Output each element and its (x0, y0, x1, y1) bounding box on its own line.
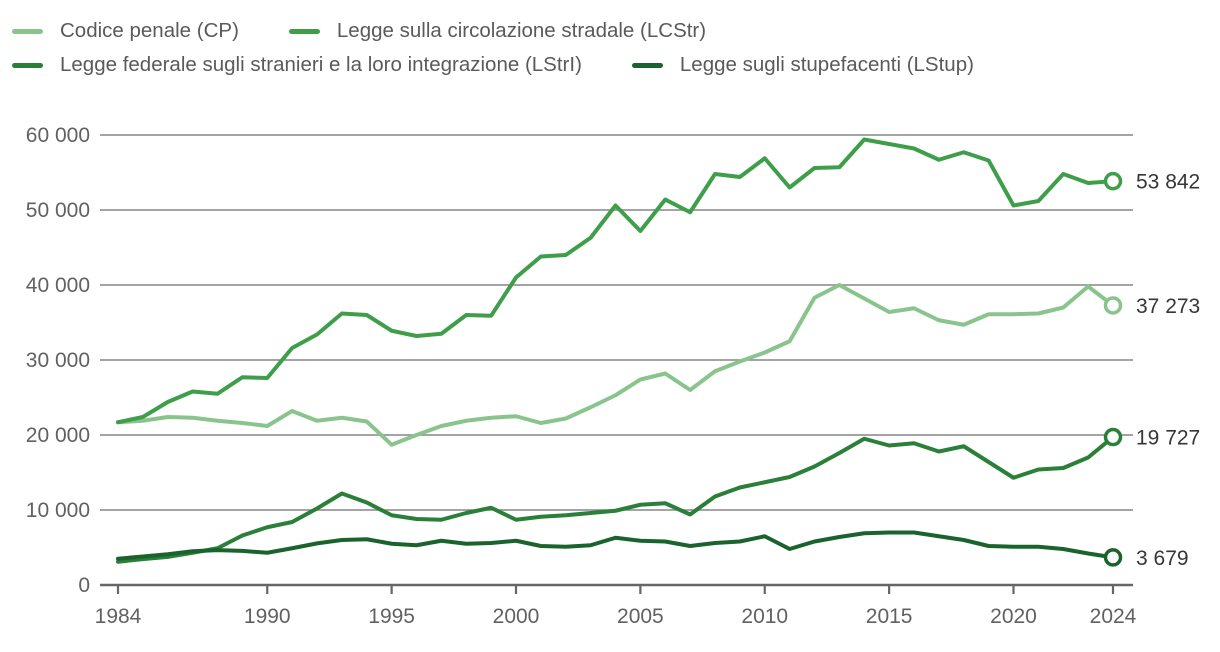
y-axis-label-50000: 50 000 (26, 199, 90, 222)
legend-label-cp: Codice penale (CP) (60, 19, 239, 42)
x-axis-label-2015: 2015 (866, 605, 913, 628)
line-lcstr (116, 137, 1115, 425)
legend-label-lcstr: Legge sulla circolazione stradale (LCStr… (336, 19, 707, 42)
y-axis-label-30000: 30 000 (26, 349, 90, 372)
legend: Codice penale (CP) Legge sulla circolazi… (12, 14, 974, 82)
x-axis-label-2010: 2010 (741, 605, 788, 628)
end-label-cp: 37 273 (1136, 295, 1200, 318)
x-axis-label-2020: 2020 (990, 605, 1037, 628)
y-axis-label-20000: 20 000 (26, 424, 90, 447)
legend-row-1: Codice penale (CP) Legge sulla circolazi… (12, 14, 974, 48)
x-axis-label-1995: 1995 (368, 605, 415, 628)
y-axis-label-0: 0 (78, 574, 90, 597)
y-axis-label-10000: 10 000 (26, 499, 90, 522)
x-axis-label-2005: 2005 (617, 605, 664, 628)
line-cp (116, 283, 1115, 447)
end-label-lstup: 3 679 (1136, 547, 1189, 570)
x-axis-label-1990: 1990 (244, 605, 291, 628)
legend-swatch-lcstr (288, 28, 320, 34)
legend-item-lstri: Legge federale sugli stranieri e la loro… (12, 53, 582, 77)
end-label-lcstr: 53 842 (1136, 171, 1200, 194)
end-marker-lstri (1103, 427, 1123, 447)
x-axis-label-2024: 2024 (1090, 605, 1137, 628)
legend-swatch-lstri (12, 62, 43, 68)
end-marker-lstup (1103, 548, 1123, 567)
end-label-lstri: 19 727 (1136, 427, 1200, 450)
y-axis-label-40000: 40 000 (26, 274, 90, 297)
legend-label-lstri: Legge federale sugli stranieri e la loro… (60, 53, 582, 76)
legend-swatch-lstup (631, 62, 663, 68)
legend-item-lstup: Legge sugli stupefacenti (LStup) (631, 53, 974, 77)
legend-swatch-cp (12, 28, 43, 34)
legend-row-2: Legge federale sugli stranieri e la loro… (12, 48, 974, 82)
legend-item-cp: Codice penale (CP) (12, 19, 239, 43)
legend-label-lstup: Legge sugli stupefacenti (LStup) (679, 53, 974, 76)
line-lstri (116, 435, 1115, 564)
end-marker-lcstr (1103, 171, 1123, 191)
end-marker-cp (1103, 296, 1123, 315)
line-lstup (116, 530, 1115, 561)
x-axis-label-2000: 2000 (493, 605, 540, 628)
x-axis-label-1984: 1984 (95, 605, 142, 628)
legend-item-lcstr: Legge sulla circolazione stradale (LCStr… (288, 19, 707, 43)
y-axis-label-60000: 60 000 (26, 124, 90, 147)
